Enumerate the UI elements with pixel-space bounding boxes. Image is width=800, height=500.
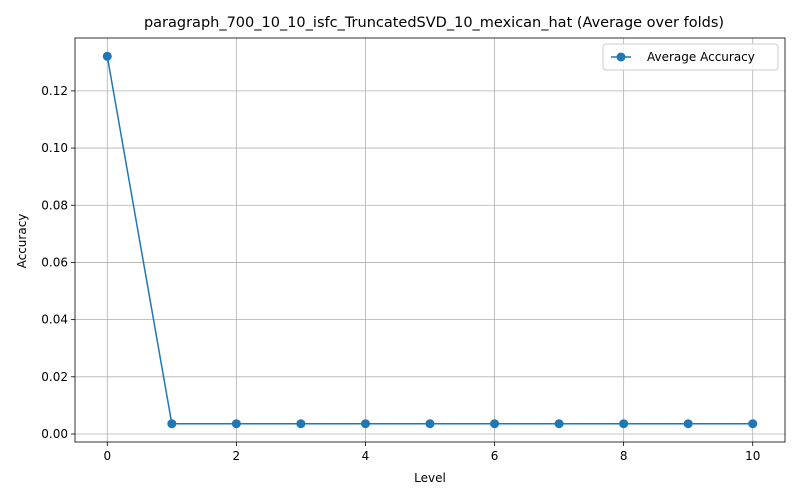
legend-series-label: Average Accuracy xyxy=(647,50,755,64)
y-axis-label: Accuracy xyxy=(15,214,29,269)
x-tick-label: 8 xyxy=(620,449,628,463)
y-tick-label: 0.10 xyxy=(41,141,68,155)
x-tick-label: 2 xyxy=(233,449,241,463)
plot-frame xyxy=(74,37,786,443)
y-tick-label: 0.06 xyxy=(41,255,68,269)
legend-box xyxy=(602,43,779,71)
axes xyxy=(74,37,786,443)
legend-series-marker xyxy=(616,52,626,62)
data-point xyxy=(683,419,693,429)
data-point xyxy=(425,419,435,429)
y-tick-label: 0.08 xyxy=(41,198,68,212)
data-point xyxy=(360,419,370,429)
grid-lines xyxy=(75,38,785,442)
x-axis-ticks: 0 2 4 6 8 10 xyxy=(103,442,760,463)
y-axis-ticks: 0.00 0.02 0.04 0.06 0.08 0.10 0.12 xyxy=(41,84,75,441)
y-tick-label: 0.02 xyxy=(41,370,68,384)
series-layer xyxy=(102,51,758,429)
x-axis-label: Level xyxy=(414,471,446,485)
data-point xyxy=(167,419,177,429)
data-point xyxy=(554,419,564,429)
data-point xyxy=(748,419,758,429)
x-tick-label: 4 xyxy=(362,449,370,463)
x-tick-label: 0 xyxy=(103,449,111,463)
y-tick-label: 0.12 xyxy=(41,84,68,98)
x-tick-label: 6 xyxy=(491,449,499,463)
data-point xyxy=(231,419,241,429)
legend: Average Accuracy xyxy=(602,43,779,71)
chart-title: paragraph_700_10_10_isfc_TruncatedSVD_10… xyxy=(144,15,724,31)
y-tick-label: 0.00 xyxy=(41,427,68,441)
x-tick-label: 10 xyxy=(745,449,760,463)
data-point xyxy=(296,419,306,429)
data-point xyxy=(102,51,112,61)
data-point xyxy=(619,419,629,429)
data-point xyxy=(490,419,500,429)
y-tick-label: 0.04 xyxy=(41,313,68,327)
